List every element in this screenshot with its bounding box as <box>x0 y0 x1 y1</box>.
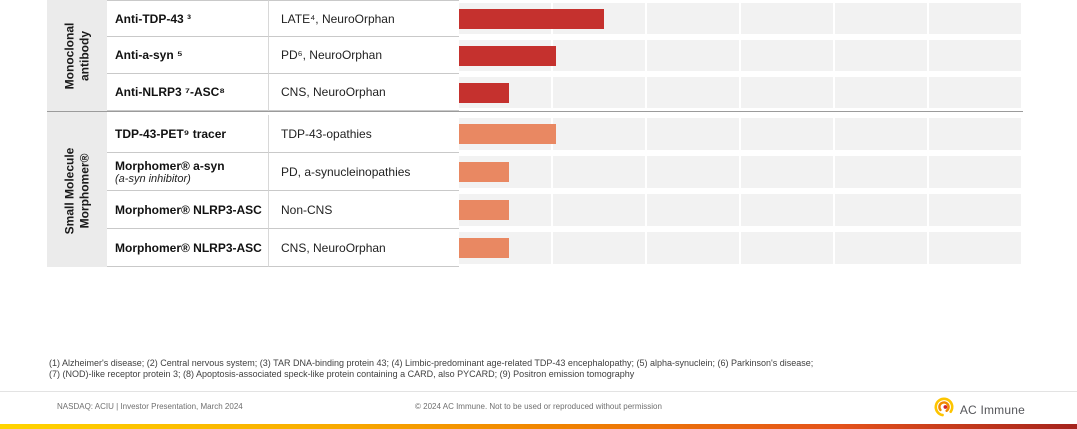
pipeline-progress-bar <box>459 82 509 103</box>
pipeline-row: Anti-TDP-43 ³ LATE⁴, NeuroOrphan <box>107 0 1023 37</box>
stage-chart-cell <box>459 191 1023 229</box>
pipeline-progress-bar <box>459 45 556 66</box>
stage-chart-cell <box>459 74 1023 111</box>
pipeline-row: Anti-a-syn ⁵ PD⁶, NeuroOrphan <box>107 37 1023 74</box>
group-label-line: antibody <box>77 30 92 81</box>
pipeline-row: Morphomer® a-syn (a-syn inhibitor) PD, a… <box>107 153 1023 191</box>
footnotes: (1) Alzheimer's disease; (2) Central ner… <box>49 358 813 380</box>
indication: PD, a-synucleinopathies <box>281 164 411 179</box>
stage-chart-cell <box>459 153 1023 191</box>
product-name-cell: Anti-a-syn ⁵ <box>107 37 269 74</box>
pipeline-progress-bar <box>459 200 509 220</box>
group-label-line: Monoclonal <box>62 22 77 89</box>
group-label-small-molecule-morphomer: Small Molecule Morphomer® <box>47 115 107 267</box>
product-name-cell: Anti-NLRP3 ⁷-ASC⁸ <box>107 74 269 111</box>
indication-cell: TDP-43-opathies <box>269 115 459 153</box>
product-name-cell: Morphomer® a-syn (a-syn inhibitor) <box>107 153 269 191</box>
pipeline-progress-bar <box>459 238 509 258</box>
group-divider-line <box>47 111 1023 112</box>
product-name: Morphomer® a-syn <box>115 158 225 173</box>
brand-gradient-bar <box>0 424 1077 429</box>
indication: PD⁶, NeuroOrphan <box>281 48 382 62</box>
pipeline-progress-bar <box>459 8 604 29</box>
stage-chart-cell <box>459 229 1023 267</box>
pipeline-row: Morphomer® NLRP3-ASC CNS, NeuroOrphan <box>107 229 1023 267</box>
stage-chart-cell <box>459 37 1023 74</box>
indication: TDP-43-opathies <box>281 126 372 141</box>
indication-cell: CNS, NeuroOrphan <box>269 74 459 111</box>
indication-cell: PD, a-synucleinopathies <box>269 153 459 191</box>
footer-nasdaq-text: NASDAQ: ACIU | Investor Presentation, Ma… <box>57 402 243 411</box>
indication: Non-CNS <box>281 202 333 217</box>
indication: LATE⁴, NeuroOrphan <box>281 11 395 26</box>
group-label-monoclonal-antibody: Monoclonal antibody <box>47 0 107 111</box>
group-label-line: Morphomer® <box>77 153 92 229</box>
indication-cell: LATE⁴, NeuroOrphan <box>269 0 459 37</box>
pipeline-row: Morphomer® NLRP3-ASC Non-CNS <box>107 191 1023 229</box>
product-name: Anti-TDP-43 ³ <box>115 11 191 26</box>
indication-cell: Non-CNS <box>269 191 459 229</box>
indication-cell: CNS, NeuroOrphan <box>269 229 459 267</box>
pipeline-row: Anti-NLRP3 ⁷-ASC⁸ CNS, NeuroOrphan <box>107 74 1023 111</box>
product-name: Anti-NLRP3 ⁷-ASC⁸ <box>115 85 225 99</box>
pipeline-progress-bar <box>459 162 509 182</box>
product-name-cell: Anti-TDP-43 ³ <box>107 0 269 37</box>
pipeline-row: TDP-43-PET⁹ tracer TDP-43-opathies <box>107 115 1023 153</box>
ac-immune-logo: AC Immune <box>933 396 1025 423</box>
product-name-cell: Morphomer® NLRP3-ASC <box>107 229 269 267</box>
product-name: Morphomer® NLRP3-ASC <box>115 240 262 255</box>
footnote-line-1: (1) Alzheimer's disease; (2) Central ner… <box>49 358 814 368</box>
product-name: Morphomer® NLRP3-ASC <box>115 202 262 217</box>
ac-immune-logo-text: AC Immune <box>959 402 1025 417</box>
indication-cell: PD⁶, NeuroOrphan <box>269 37 459 74</box>
indication: CNS, NeuroOrphan <box>281 240 386 255</box>
footer-copyright-text: © 2024 AC Immune. Not to be used or repr… <box>415 402 662 411</box>
stage-chart-cell <box>459 0 1023 37</box>
group-label-strip <box>47 0 107 267</box>
pipeline-progress-bar <box>459 124 556 144</box>
product-name-cell: TDP-43-PET⁹ tracer <box>107 115 269 153</box>
product-subname: (a-syn inhibitor) <box>115 172 191 185</box>
pipeline-rows: Anti-TDP-43 ³ LATE⁴, NeuroOrphan Anti-a-… <box>107 0 1023 267</box>
pipeline-table: Monoclonal antibody Small Molecule Morph… <box>47 0 1023 267</box>
indication: CNS, NeuroOrphan <box>281 85 386 99</box>
ac-immune-logo-icon <box>933 396 955 423</box>
product-name-cell: Morphomer® NLRP3-ASC <box>107 191 269 229</box>
group-label-line: Small Molecule <box>62 147 77 235</box>
product-name: TDP-43-PET⁹ tracer <box>115 126 227 141</box>
stage-chart-cell <box>459 115 1023 153</box>
slide-footer: NASDAQ: ACIU | Investor Presentation, Ma… <box>0 391 1077 424</box>
footnote-line-2: (7) (NOD)-like receptor protein 3; (8) A… <box>49 369 635 379</box>
product-name: Anti-a-syn ⁵ <box>115 48 183 62</box>
